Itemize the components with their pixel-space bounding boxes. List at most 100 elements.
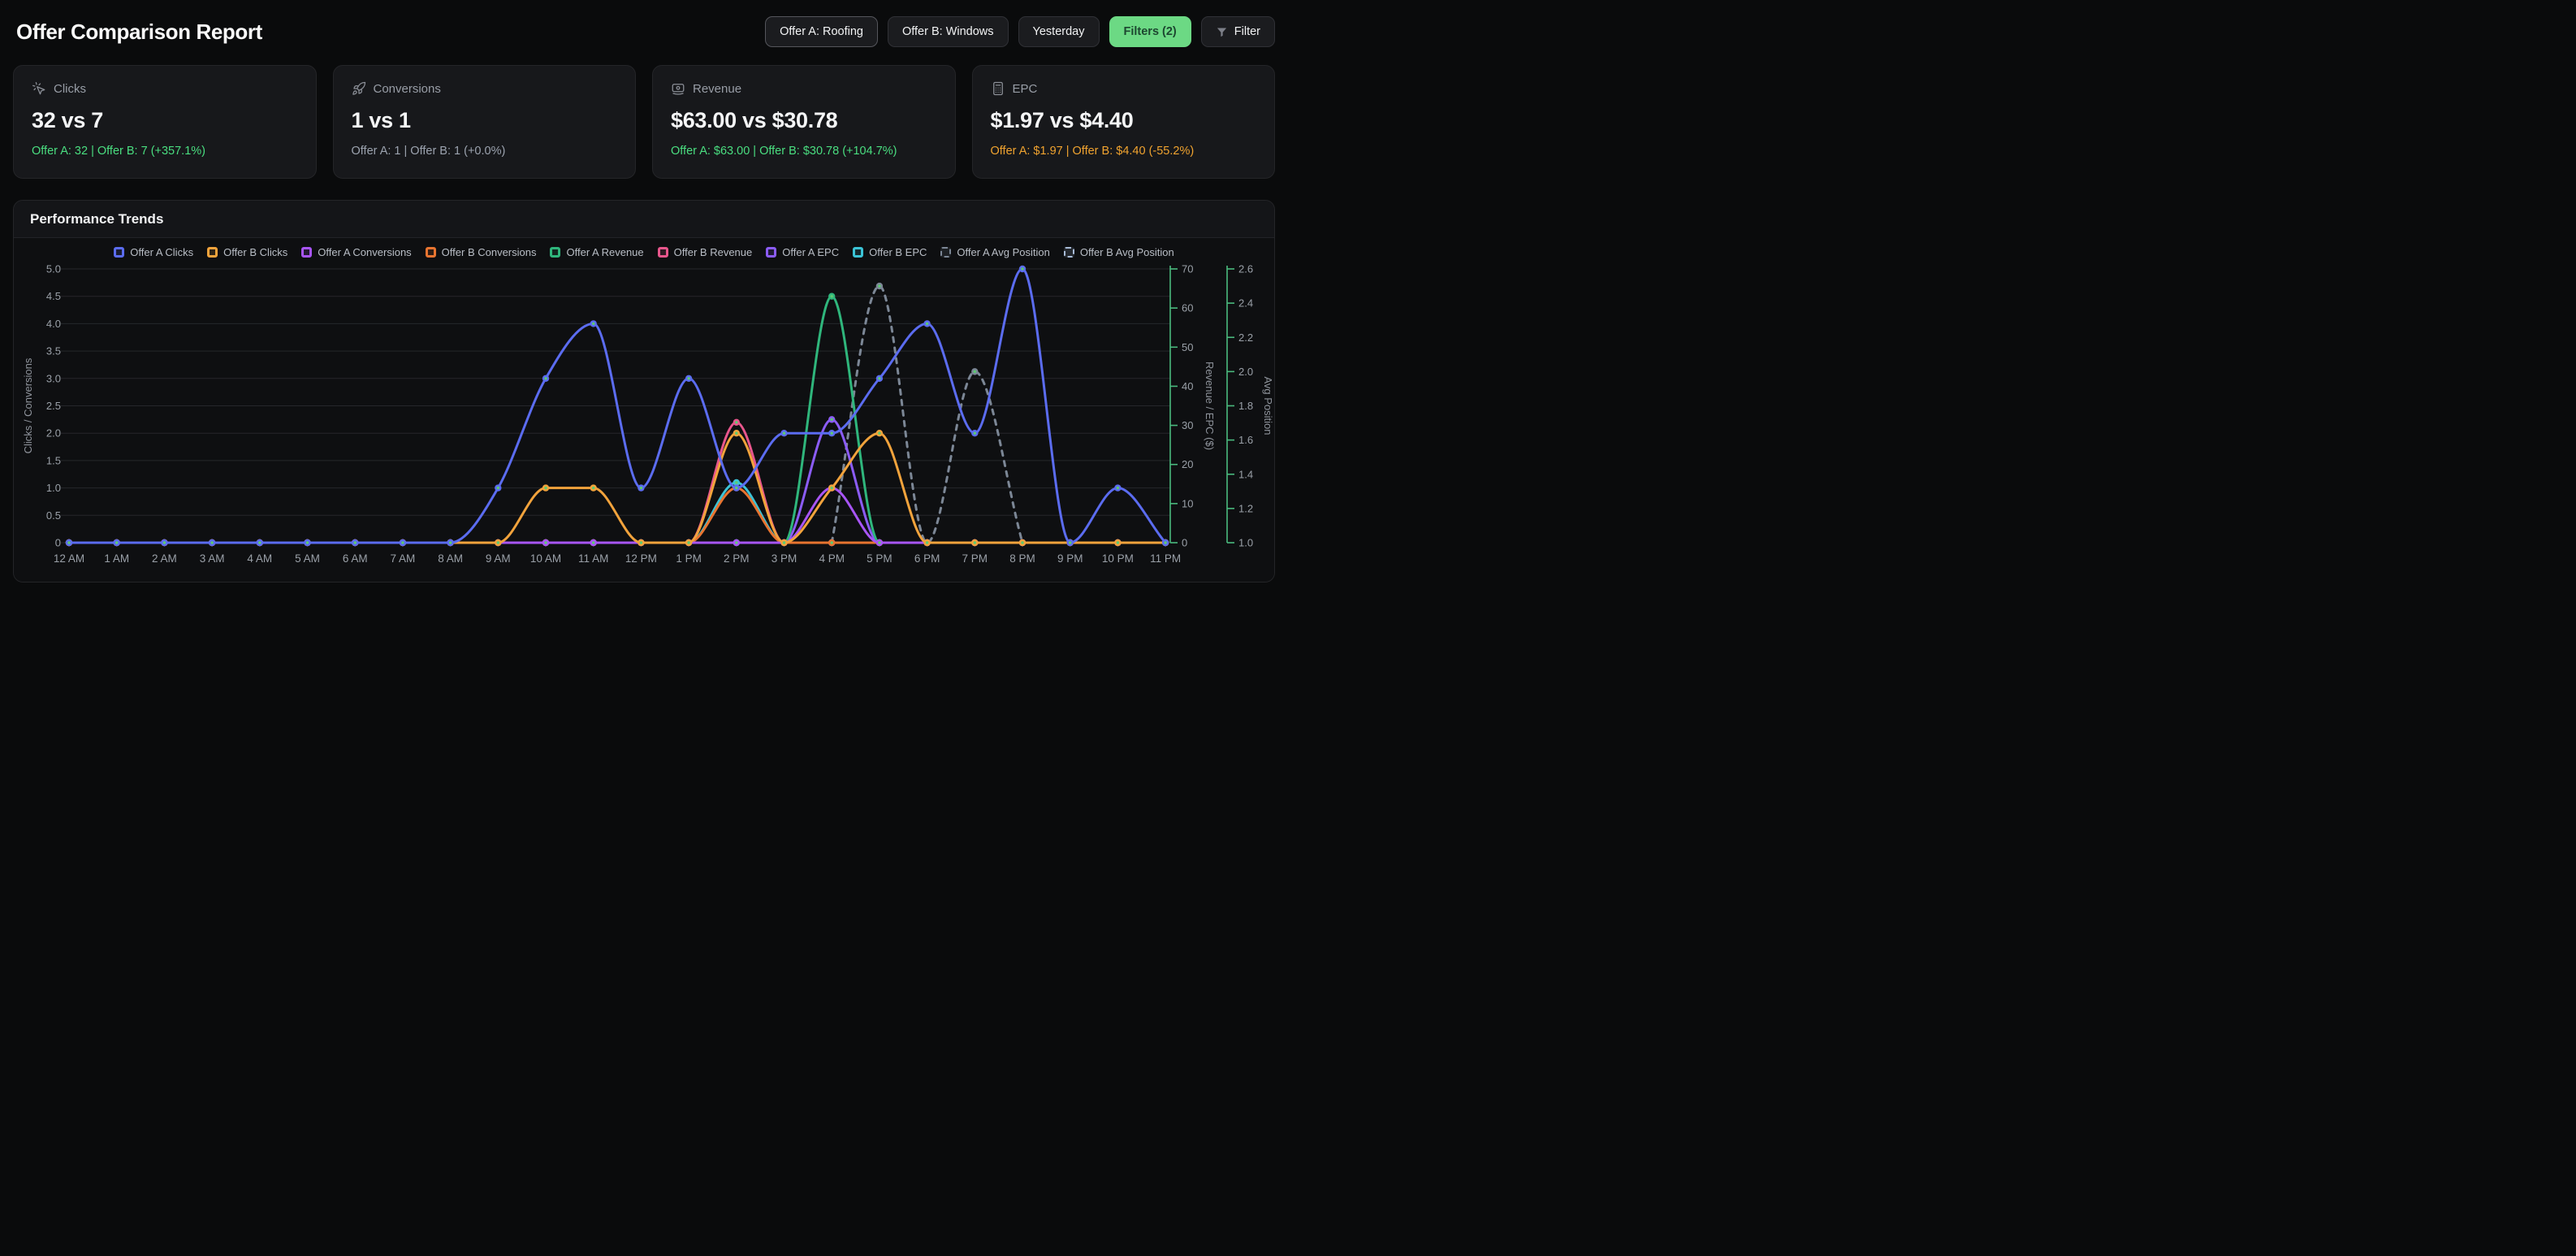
data-point-center <box>831 295 833 297</box>
revenue-axis-tick: 60 <box>1182 302 1193 314</box>
position-axis-label: Avg Position <box>1262 376 1274 435</box>
series-line-offer-a-epc[interactable] <box>69 419 1165 543</box>
header-button-filter[interactable]: Filter <box>1201 16 1275 47</box>
legend-item-offer-a-clicks[interactable]: Offer A Clicks <box>114 246 193 258</box>
legend-item-offer-b-revenue[interactable]: Offer B Revenue <box>658 246 753 258</box>
data-point-center <box>497 487 499 489</box>
data-point-center <box>831 418 833 421</box>
data-point-center <box>878 541 880 544</box>
legend-item-offer-b-avg-position[interactable]: Offer B Avg Position <box>1064 246 1174 258</box>
button-label: Filters (2) <box>1124 25 1177 38</box>
data-point-center <box>258 541 261 544</box>
x-axis-tick: 3 AM <box>200 552 225 565</box>
header-button-filters-2[interactable]: Filters (2) <box>1109 16 1191 47</box>
position-axis-tick: 1.4 <box>1238 468 1253 480</box>
data-point-center <box>592 323 594 325</box>
legend-item-offer-b-conversions[interactable]: Offer B Conversions <box>426 246 537 258</box>
position-axis-tick: 2.6 <box>1238 263 1253 275</box>
page-title: Offer Comparison Report <box>16 19 262 45</box>
header-button-yesterday[interactable]: Yesterday <box>1018 16 1100 47</box>
x-axis-tick: 7 PM <box>962 552 988 565</box>
data-point-center <box>735 421 737 423</box>
x-axis-tick: 1 AM <box>104 552 129 565</box>
data-point-center <box>974 432 976 435</box>
left-axis-tick: 2.0 <box>46 427 61 440</box>
position-axis-tick: 2.4 <box>1238 297 1253 310</box>
data-point-center <box>687 541 689 544</box>
revenue-axis-tick: 50 <box>1182 341 1193 353</box>
data-point-center <box>449 541 452 544</box>
calculator-icon <box>991 81 1005 96</box>
data-point-center <box>831 432 833 435</box>
data-point-center <box>640 541 642 544</box>
legend-item-offer-a-revenue[interactable]: Offer A Revenue <box>550 246 643 258</box>
legend-swatch <box>766 247 776 258</box>
data-point-center <box>1117 541 1119 544</box>
banknote-icon <box>671 81 685 96</box>
x-axis-tick: 11 AM <box>578 552 608 565</box>
position-axis-tick: 1.0 <box>1238 537 1253 549</box>
revenue-axis-tick: 20 <box>1182 458 1193 470</box>
legend-label: Offer A Clicks <box>130 246 193 258</box>
data-point-center <box>210 541 213 544</box>
legend-label: Offer A EPC <box>782 246 839 258</box>
x-axis-tick: 10 PM <box>1102 552 1134 565</box>
series-line-offer-b-epc[interactable] <box>69 483 1165 543</box>
card-comparison: Offer A: $1.97 | Offer B: $4.40 (-55.2%) <box>991 145 1257 158</box>
left-axis-tick: 4.5 <box>46 290 61 302</box>
legend-swatch <box>114 247 124 258</box>
cursor-click-icon <box>32 81 46 96</box>
data-point-center <box>783 432 785 435</box>
data-point-center <box>592 487 594 489</box>
legend-label: Offer B Revenue <box>674 246 753 258</box>
panel-title: Performance Trends <box>14 201 1274 238</box>
legend-item-offer-a-epc[interactable]: Offer A EPC <box>766 246 839 258</box>
revenue-axis-tick: 0 <box>1182 537 1187 549</box>
header-button-offer-a-roofing[interactable]: Offer A: Roofing <box>765 16 878 47</box>
x-axis-tick: 2 PM <box>724 552 750 565</box>
left-axis-tick: 1.5 <box>46 454 61 466</box>
x-axis-tick: 2 AM <box>152 552 177 565</box>
filter-funnel-icon <box>1216 26 1228 38</box>
header-button-offer-b-windows[interactable]: Offer B: Windows <box>888 16 1009 47</box>
data-point-center <box>878 432 880 435</box>
card-label: EPC <box>1013 82 1038 96</box>
legend-swatch <box>207 247 218 258</box>
data-point-center <box>735 541 737 544</box>
left-axis-tick: 3.0 <box>46 372 61 384</box>
top-bar: Offer Comparison Report Offer A: Roofing… <box>0 0 1288 60</box>
topbar-buttons: Offer A: Roofing Offer B: Windows Yesterda… <box>765 16 1275 47</box>
data-point-center <box>67 541 70 544</box>
metric-card-epc: EPC$1.97 vs $4.40Offer A: $1.97 | Offer … <box>972 65 1276 179</box>
metric-card-revenue: Revenue$63.00 vs $30.78Offer A: $63.00 |… <box>652 65 956 179</box>
data-point-center <box>831 487 833 489</box>
legend-item-offer-a-avg-position[interactable]: Offer A Avg Position <box>940 246 1049 258</box>
x-axis-tick: 10 AM <box>530 552 561 565</box>
legend-item-offer-b-clicks[interactable]: Offer B Clicks <box>207 246 287 258</box>
series-line-offer-b-revenue[interactable] <box>69 422 1165 543</box>
legend-swatch <box>658 247 668 258</box>
card-comparison: Offer A: 32 | Offer B: 7 (+357.1%) <box>32 145 298 158</box>
legend-label: Offer B Avg Position <box>1080 246 1174 258</box>
data-point-center <box>1164 541 1166 544</box>
legend-item-offer-b-epc[interactable]: Offer B EPC <box>853 246 927 258</box>
data-point-center <box>544 541 547 544</box>
data-point-center <box>640 487 642 489</box>
legend-item-offer-a-conversions[interactable]: Offer A Conversions <box>301 246 411 258</box>
data-point-center <box>1021 267 1023 270</box>
legend-swatch <box>550 247 560 258</box>
position-axis-tick: 1.8 <box>1238 400 1253 412</box>
x-axis-tick: 12 PM <box>625 552 657 565</box>
data-point-center <box>735 481 737 483</box>
data-point-center <box>926 541 928 544</box>
position-axis-tick: 1.6 <box>1238 434 1253 446</box>
trends-chart[interactable]: 00.51.01.52.02.53.03.54.04.55.0Clicks / … <box>14 238 1274 582</box>
button-label: Yesterday <box>1033 25 1085 38</box>
data-point-center <box>306 541 309 544</box>
data-point-center <box>878 284 880 287</box>
x-axis-tick: 9 AM <box>486 552 511 565</box>
revenue-axis-tick: 70 <box>1182 263 1193 275</box>
legend-label: Offer B Conversions <box>442 246 537 258</box>
data-point-center <box>831 541 833 544</box>
left-axis-tick: 5.0 <box>46 263 61 275</box>
